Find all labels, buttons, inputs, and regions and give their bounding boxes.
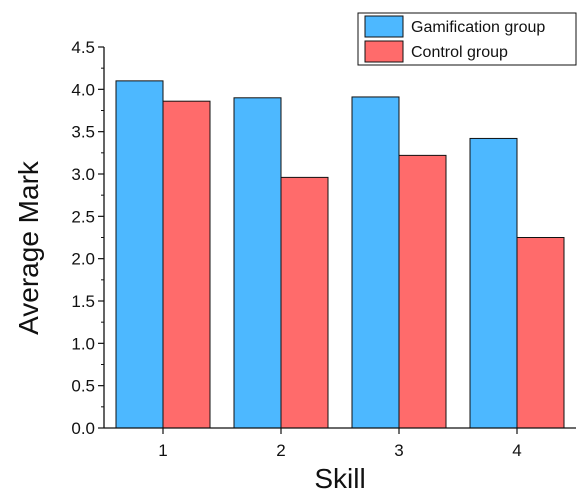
- legend-label-control: Control group: [411, 44, 508, 61]
- bar-gamification-skill-4: [469, 137, 518, 429]
- y-tick-label: 0.0: [71, 419, 95, 438]
- x-tick-label: 4: [512, 441, 521, 460]
- bars-layer: [115, 80, 565, 429]
- legend-swatch-control: [364, 40, 404, 63]
- bar-control-skill-1: [162, 100, 211, 429]
- bar-gamification-skill-2: [233, 97, 282, 429]
- x-tick-label: 1: [158, 441, 167, 460]
- y-ticks: 0.0 0.5 1.0 1.5 2.0 2.5 3.0 3.5 4.0 4.5: [71, 38, 104, 438]
- legend-label-gamification: Gamification group: [411, 19, 545, 36]
- legend-swatch-gamification: [364, 15, 404, 38]
- x-ticks: 1 2 3 4: [158, 428, 522, 460]
- y-axis-title: Average Mark: [13, 160, 44, 335]
- legend: Gamification group Control group: [357, 12, 577, 66]
- y-tick-label: 4.0: [71, 80, 95, 99]
- y-tick-label: 4.5: [71, 38, 95, 57]
- bar-control-skill-3: [398, 154, 447, 429]
- y-tick-label: 1.0: [71, 334, 95, 353]
- x-tick-label: 3: [394, 441, 403, 460]
- y-tick-label: 2.5: [71, 207, 95, 226]
- x-axis-title: Skill: [314, 463, 365, 494]
- y-tick-label: 2.0: [71, 250, 95, 269]
- y-tick-label: 3.0: [71, 165, 95, 184]
- y-tick-label: 3.5: [71, 123, 95, 142]
- bar-gamification-skill-1: [115, 80, 164, 429]
- bar-gamification-skill-3: [351, 96, 400, 429]
- y-tick-label: 1.5: [71, 292, 95, 311]
- bar-control-skill-2: [280, 176, 329, 429]
- x-tick-label: 2: [276, 441, 285, 460]
- y-tick-label: 0.5: [71, 377, 95, 396]
- bar-control-skill-4: [516, 237, 565, 429]
